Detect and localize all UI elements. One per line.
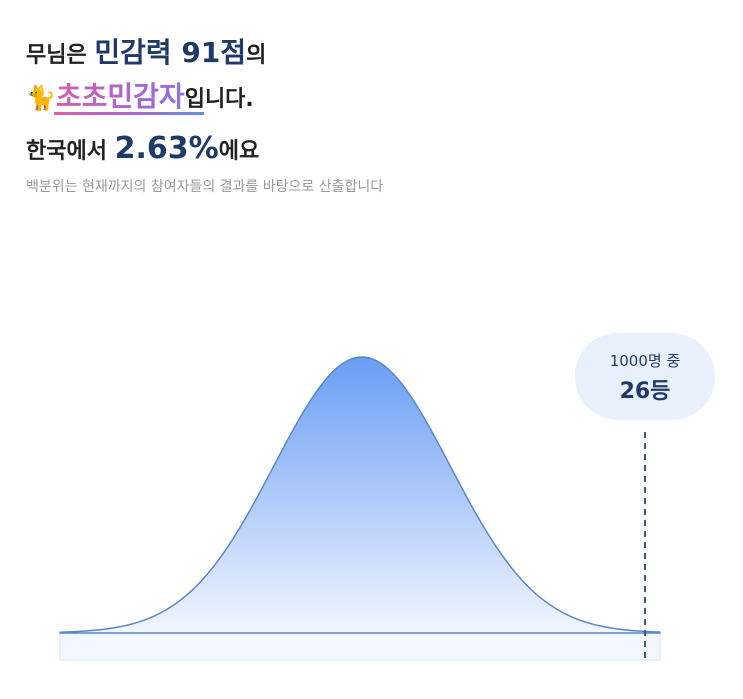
score: 민감력 91점 xyxy=(94,36,246,69)
headline-line1: 무님은 민감력 91점의 xyxy=(26,36,266,69)
headline-suffix: 에요 xyxy=(219,139,259,164)
rank-bubble xyxy=(575,333,715,420)
curve-base xyxy=(59,632,661,661)
percentile: 2.63% xyxy=(115,131,219,166)
type-underline xyxy=(54,112,204,115)
headline-line3: 한국에서 2.63%에요 xyxy=(26,131,259,166)
headline-prefix: 한국에서 xyxy=(26,139,115,164)
distribution-curve xyxy=(59,356,661,634)
headline-suffix: 입니다. xyxy=(185,87,254,112)
rank-total: 1000명 중 xyxy=(610,352,681,370)
headline-line2: 🐈초초민감자입니다. xyxy=(26,80,254,113)
rank-value: 26등 xyxy=(620,379,671,404)
note: 백분위는 현재까지의 참여자들의 결과를 바탕으로 산출합니다 xyxy=(26,179,383,195)
headline-suffix: 의 xyxy=(246,43,266,68)
headline-prefix: 무님은 xyxy=(26,43,94,68)
emoji: 🐈 xyxy=(26,84,56,112)
type-name: 초초민감자 xyxy=(56,80,185,113)
